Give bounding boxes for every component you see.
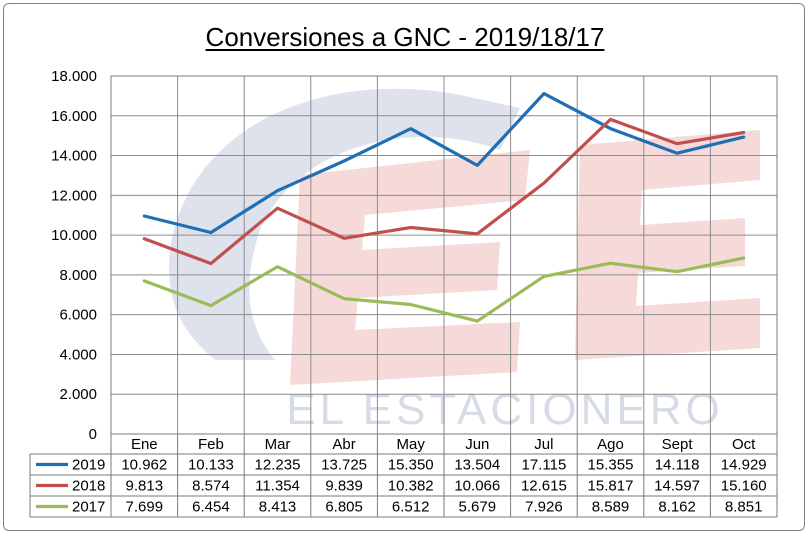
data-label-2018-Jun: 10.066 <box>454 478 500 495</box>
y-tick-label: 4.000 <box>59 346 97 363</box>
watermark-text: EL ESTACIONERO <box>286 385 723 434</box>
x-category-label: May <box>397 436 426 453</box>
data-label-2018-Feb: 8.574 <box>192 478 230 495</box>
y-tick-label: 8.000 <box>59 267 97 284</box>
y-tick-label: 6.000 <box>59 307 97 324</box>
watermark-letter-e-left <box>290 150 530 385</box>
y-tick-label: 14.000 <box>51 148 97 165</box>
x-category-label: Jun <box>465 436 489 453</box>
y-tick-label: 2.000 <box>59 386 97 403</box>
data-label-2018-Ago: 15.817 <box>588 478 634 495</box>
data-label-2018-Oct: 15.160 <box>721 478 767 495</box>
chart-title: Conversiones a GNC - 2019/18/17 <box>205 22 605 52</box>
data-label-2018-May: 10.382 <box>388 478 434 495</box>
data-label-2019-Ago: 15.355 <box>588 457 634 474</box>
series-line-2018 <box>142 117 746 266</box>
x-category-label: Mar <box>265 436 291 453</box>
series-line-2019 <box>142 91 746 235</box>
data-label-2017-Sept: 8.162 <box>658 499 696 516</box>
series-lines <box>142 91 746 323</box>
x-category-label: Oct <box>732 436 756 453</box>
data-label-2019-Jul: 17.115 <box>522 457 567 474</box>
data-label-2017-Ene: 7.699 <box>126 499 164 516</box>
data-label-2018-Mar: 11.354 <box>255 478 300 495</box>
data-label-2019-Abr: 13.725 <box>321 457 367 474</box>
x-category-label: Abr <box>332 436 355 453</box>
data-table: Ene Feb Mar Abr May Jun Jul Ago Sept Oct 2019 10.96… <box>29 434 778 518</box>
y-tick-label: 0 <box>89 426 97 443</box>
data-label-2019-Mar: 12.235 <box>255 457 301 474</box>
data-label-2017-May: 6.512 <box>392 499 430 516</box>
legend-label-2017: 2017 <box>72 499 105 516</box>
data-label-2018-Sept: 14.597 <box>654 478 700 495</box>
y-tick-label: 16.000 <box>51 108 97 125</box>
data-label-2017-Abr: 6.805 <box>325 499 363 516</box>
watermark-logo: EL ESTACIONERO <box>169 88 760 434</box>
x-category-label: Sept <box>662 436 694 453</box>
legend-label-2019: 2019 <box>72 457 105 474</box>
data-label-2017-Jul: 7.926 <box>525 499 563 516</box>
data-label-2019-May: 15.350 <box>388 457 434 474</box>
data-label-2019-Feb: 10.133 <box>188 457 234 474</box>
data-label-2019-Oct: 14.929 <box>721 457 767 474</box>
x-category-label: Ene <box>131 436 158 453</box>
data-label-2019-Sept: 14.118 <box>655 457 700 474</box>
y-tick-label: 12.000 <box>51 187 97 204</box>
data-label-2018-Abr: 9.839 <box>325 478 363 495</box>
data-label-2018-Ene: 9.813 <box>126 478 164 495</box>
data-label-2017-Ago: 8.589 <box>592 499 630 516</box>
y-tick-label: 18.000 <box>51 68 97 85</box>
watermark-letter-e-right <box>575 130 760 360</box>
data-label-2018-Jul: 12.615 <box>521 478 567 495</box>
legend-label-2018: 2018 <box>72 478 105 495</box>
data-label-2019-Ene: 10.962 <box>121 457 167 474</box>
data-label-2017-Jun: 5.679 <box>459 499 497 516</box>
series-line-2017 <box>142 256 746 323</box>
data-label-2017-Oct: 8.851 <box>725 499 763 516</box>
data-label-2017-Mar: 8.413 <box>259 499 297 516</box>
x-category-label: Feb <box>198 436 224 453</box>
x-category-label: Ago <box>597 436 624 453</box>
y-tick-label: 10.000 <box>51 227 97 244</box>
x-category-label: Jul <box>534 436 553 453</box>
y-axis: 0 2.000 4.000 6.000 8.000 10.000 12.000 14.000 1… <box>51 68 97 443</box>
data-label-2017-Feb: 6.454 <box>192 499 230 516</box>
data-label-2019-Jun: 13.504 <box>454 457 500 474</box>
watermark-swoosh <box>169 88 520 360</box>
